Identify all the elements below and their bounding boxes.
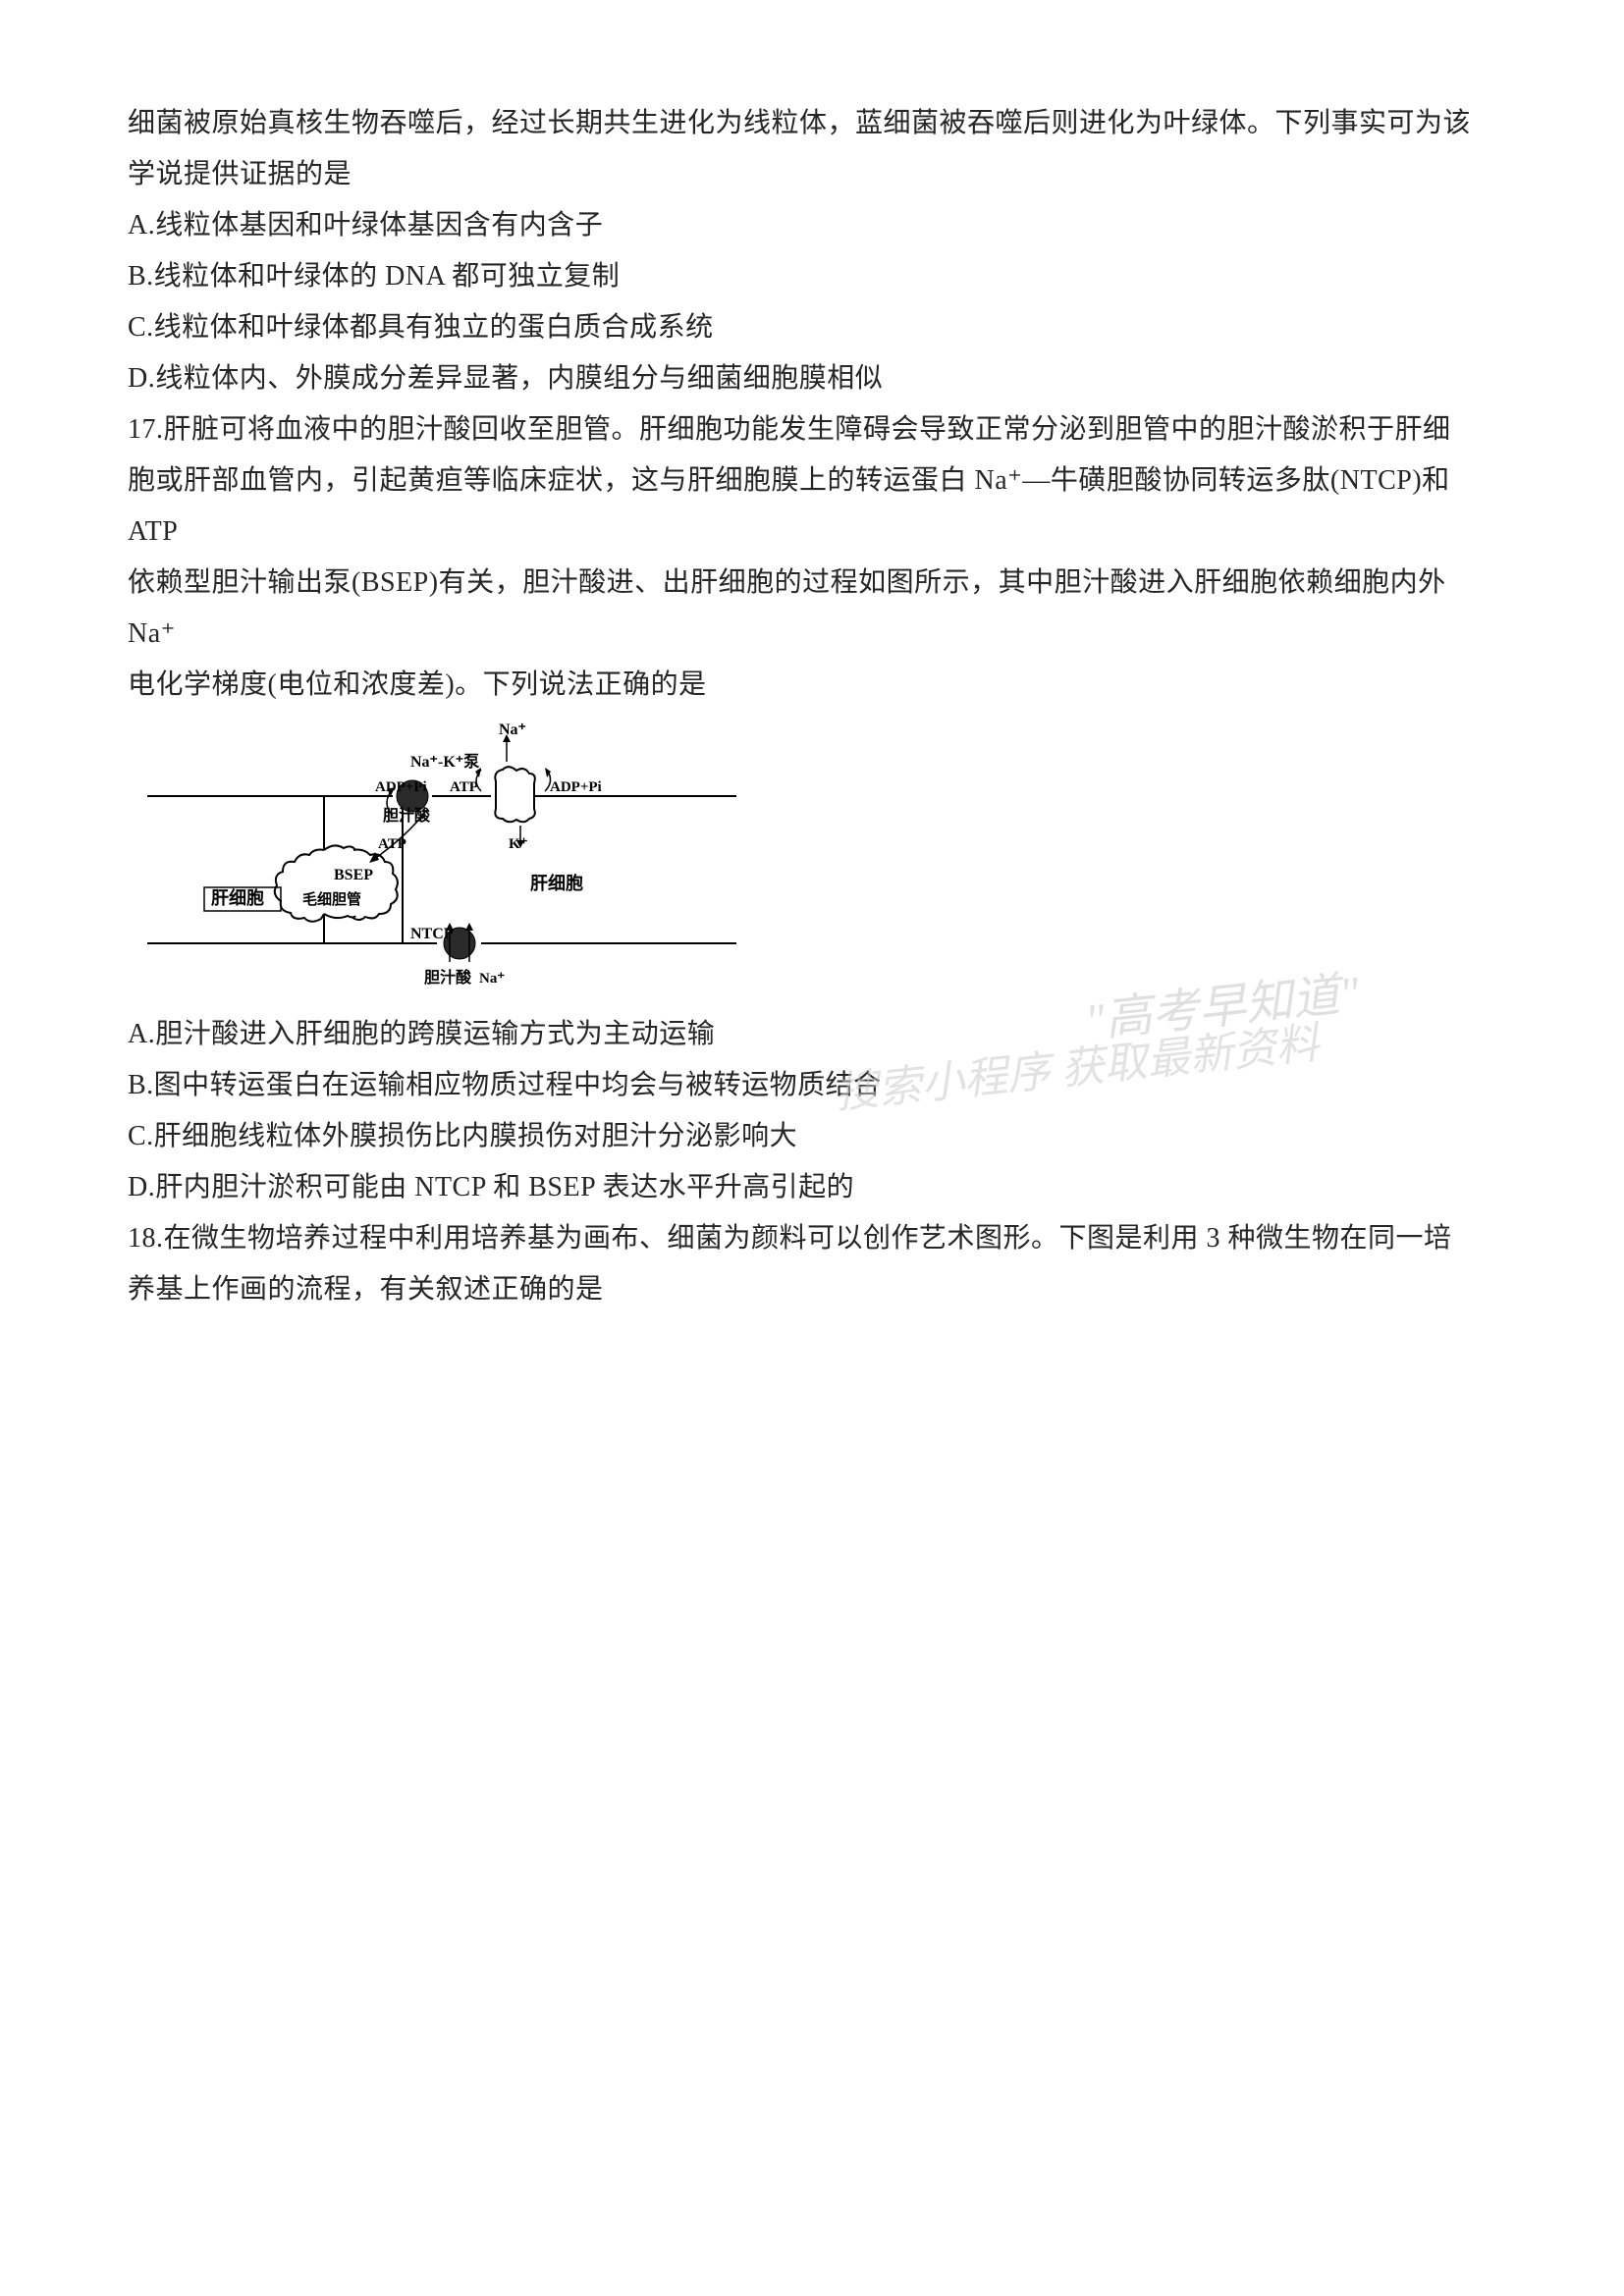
label-adppi-right: ADP+Pi (550, 779, 602, 795)
q17-option-c: C.肝细胞线粒体外膜损伤比内膜损伤对胆汁分泌影响大 (128, 1111, 1496, 1162)
exam-content: 细菌被原始真核生物吞噬后，经过长期共生进化为线粒体，蓝细菌被吞噬后则进化为叶绿体… (128, 98, 1496, 1315)
q17-option-b: B.图中转运蛋白在运输相应物质过程中均会与被转运物质结合 (128, 1060, 1496, 1111)
label-atp-left: ATP (450, 779, 478, 795)
label-bile-acid-top: 胆汁酸 (383, 806, 431, 825)
label-na-top: Na⁺ (499, 722, 526, 738)
q17-line4: 电化学梯度(电位和浓度差)。下列说法正确的是 (128, 660, 1496, 711)
label-atp-mid: ATP (378, 836, 406, 852)
q16-option-a: A.线粒体基因和叶绿体基因含有内含子 (128, 200, 1496, 251)
label-bile-acid-bottom: 胆汁酸 (424, 968, 472, 987)
q16-intro-line1: 细菌被原始真核生物吞噬后，经过长期共生进化为线粒体，蓝细菌被吞噬后则进化为叶绿体… (128, 98, 1496, 149)
q18-line2: 养基上作画的流程，有关叙述正确的是 (128, 1264, 1496, 1315)
label-pump: Na⁺-K⁺泵 (410, 753, 479, 771)
label-hepatocyte-left: 肝细胞 (211, 887, 264, 908)
label-ntcp: NTCP (410, 926, 454, 942)
label-hepatocyte-right: 肝细胞 (530, 873, 583, 893)
label-bile-duct: 毛细胆管 (302, 890, 361, 908)
label-na-bottom: Na⁺ (479, 971, 505, 987)
q17-option-d: D.肝内胆汁淤积可能由 NTCP 和 BSEP 表达水平升高引起的 (128, 1162, 1496, 1213)
q17-diagram-container: Na⁺ Na⁺-K⁺泵 ADP+Pi ATP ADP+Pi 胆汁酸 K⁺ ATP… (128, 722, 1496, 997)
bile-acid-transport-diagram: Na⁺ Na⁺-K⁺泵 ADP+Pi ATP ADP+Pi 胆汁酸 K⁺ ATP… (128, 722, 756, 997)
label-bsep: BSEP (334, 867, 373, 883)
q16-intro-line2: 学说提供证据的是 (128, 149, 1496, 200)
q17-line2: 胞或肝部血管内，引起黄疸等临床症状，这与肝细胞膜上的转运蛋白 Na⁺—牛磺胆酸协… (128, 455, 1496, 558)
label-k: K⁺ (509, 836, 528, 852)
q17-line1: 17.肝脏可将血液中的胆汁酸回收至胆管。肝细胞功能发生障碍会导致正常分泌到胆管中… (128, 404, 1496, 455)
q16-option-d: D.线粒体内、外膜成分差异显著，内膜组分与细菌细胞膜相似 (128, 353, 1496, 404)
q18-line1: 18.在微生物培养过程中利用培养基为画布、细菌为颜料可以创作艺术图形。下图是利用… (128, 1213, 1496, 1264)
q17-line3: 依赖型胆汁输出泵(BSEP)有关，胆汁酸进、出肝细胞的过程如图所示，其中胆汁酸进… (128, 558, 1496, 660)
q17-option-a: A.胆汁酸进入肝细胞的跨膜运输方式为主动运输 (128, 1009, 1496, 1060)
q16-option-b: B.线粒体和叶绿体的 DNA 都可独立复制 (128, 251, 1496, 302)
na-k-pump-icon (495, 767, 535, 822)
q16-option-c: C.线粒体和叶绿体都具有独立的蛋白质合成系统 (128, 302, 1496, 353)
label-adppi-left: ADP+Pi (375, 779, 427, 795)
